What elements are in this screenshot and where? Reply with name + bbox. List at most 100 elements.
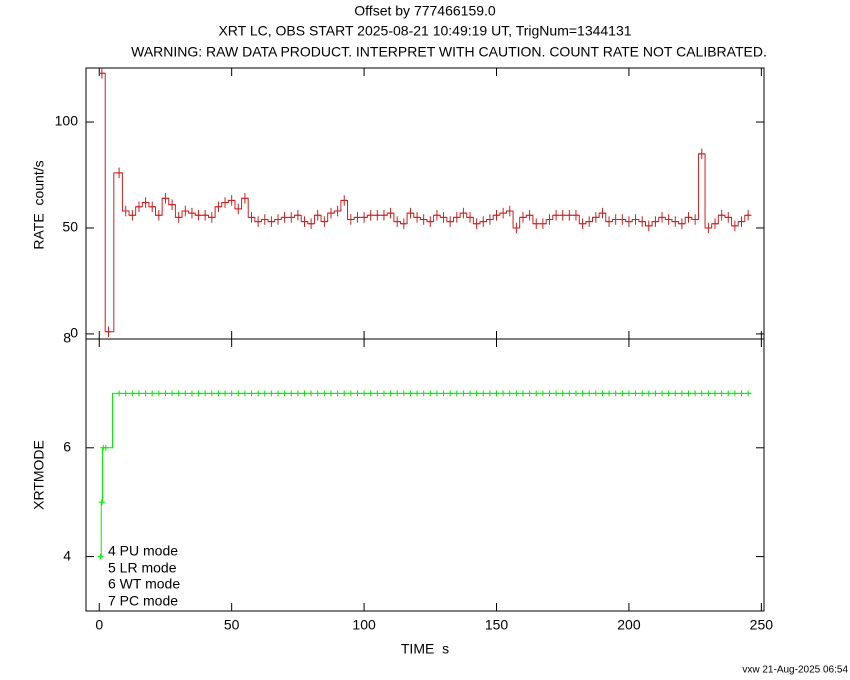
marker (745, 390, 752, 397)
marker (692, 390, 699, 397)
marker (215, 390, 222, 397)
marker (467, 390, 474, 397)
x-axis-label: TIME s (401, 641, 449, 657)
marker (98, 499, 105, 506)
marker (248, 390, 255, 397)
marker (288, 390, 295, 397)
marker (347, 390, 354, 397)
marker (447, 390, 454, 397)
marker (314, 390, 321, 397)
marker (308, 390, 315, 397)
marker (169, 390, 176, 397)
marker (142, 390, 149, 397)
marker (400, 390, 407, 397)
marker (553, 390, 560, 397)
marker (175, 390, 182, 397)
x-tick-label: 150 (485, 617, 509, 633)
marker (493, 390, 500, 397)
marker (513, 390, 520, 397)
marker (235, 390, 242, 397)
marker (572, 390, 579, 397)
annotation: 6 WT mode (108, 576, 180, 592)
y-axis-label: RATE count/s (31, 160, 47, 249)
marker (129, 390, 136, 397)
y-tick-label: 8 (63, 330, 71, 346)
marker (619, 390, 626, 397)
x-tick-label: 200 (617, 617, 641, 633)
marker (539, 390, 546, 397)
marker (632, 390, 639, 397)
marker (433, 390, 440, 397)
marker (155, 390, 162, 397)
marker (414, 390, 421, 397)
marker (275, 390, 282, 397)
marker (579, 390, 586, 397)
marker (102, 444, 109, 451)
x-tick-label: 0 (95, 617, 103, 633)
marker (195, 390, 202, 397)
footer: vxw 21-Aug-2025 06:54 (742, 665, 848, 676)
marker (473, 390, 480, 397)
marker (387, 390, 394, 397)
marker (712, 390, 719, 397)
marker (652, 390, 659, 397)
marker (407, 390, 414, 397)
marker (116, 390, 123, 397)
marker (599, 390, 606, 397)
marker (162, 390, 169, 397)
y-tick-label: 0 (70, 325, 78, 341)
marker (453, 390, 460, 397)
marker (500, 390, 507, 397)
annotation: 4 PU mode (108, 543, 178, 559)
marker (228, 390, 235, 397)
marker (268, 390, 275, 397)
marker (149, 390, 156, 397)
x-tick-label: 250 (750, 617, 774, 633)
y-tick-label: 6 (63, 439, 71, 455)
marker (738, 390, 745, 397)
marker (639, 390, 646, 397)
marker (361, 390, 368, 397)
marker (222, 390, 229, 397)
y-tick-label: 4 (63, 547, 71, 563)
marker (208, 390, 215, 397)
marker (625, 390, 632, 397)
y-tick-label: 100 (55, 113, 79, 129)
marker (546, 390, 553, 397)
marker (533, 390, 540, 397)
marker (659, 390, 666, 397)
x-tick-label: 50 (224, 617, 240, 633)
marker (606, 390, 613, 397)
marker (672, 390, 679, 397)
marker (374, 390, 381, 397)
marker (367, 390, 374, 397)
marker (705, 390, 712, 397)
marker (321, 390, 328, 397)
marker (427, 390, 434, 397)
marker (645, 390, 652, 397)
marker (341, 390, 348, 397)
marker (202, 390, 209, 397)
marker (97, 553, 104, 560)
marker (301, 390, 308, 397)
marker (135, 390, 142, 397)
marker (566, 390, 573, 397)
marker (698, 390, 705, 397)
marker (334, 390, 341, 397)
marker (526, 390, 533, 397)
marker (725, 390, 732, 397)
marker (586, 390, 593, 397)
marker (394, 390, 401, 397)
marker (612, 390, 619, 397)
marker (420, 390, 427, 397)
marker (255, 390, 262, 397)
marker (559, 390, 566, 397)
warning: WARNING: RAW DATA PRODUCT. INTERPRET WIT… (131, 44, 767, 60)
marker (685, 390, 692, 397)
marker (241, 390, 248, 397)
marker (592, 390, 599, 397)
marker (261, 390, 268, 397)
marker (354, 390, 361, 397)
